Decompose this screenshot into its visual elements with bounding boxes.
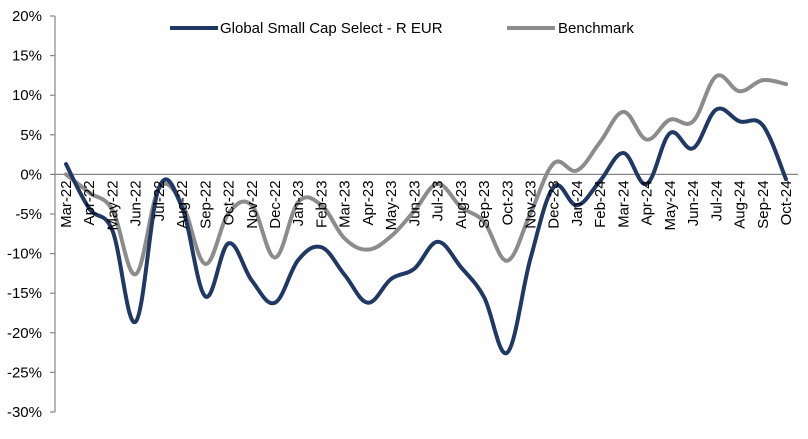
x-tick-label: May-23 [383,180,400,230]
x-tick-label: Jun-23 [406,180,423,226]
x-tick-label: Jun-22 [128,180,145,226]
x-tick-label: Apr-23 [360,180,377,225]
x-tick-label: Sep-22 [197,180,214,228]
x-tick-label: Mar-23 [337,180,354,228]
x-tick-label: Aug-23 [453,180,470,228]
y-tick-label: 5% [20,127,42,144]
legend-label-fund: Global Small Cap Select - R EUR [220,20,443,37]
x-tick-label: Jul-24 [708,180,725,221]
x-tick-label: Feb-23 [313,180,330,228]
x-tick-label: Dec-22 [267,180,284,228]
x-tick-label: Nov-23 [523,180,540,228]
x-axis-labels: Mar-22 Apr-22 May-22 Jun-22 Jul-22 Aug-22 Sep-… [58,180,795,230]
x-tick-label: Jan-24 [569,180,586,226]
x-tick-label: Mar-22 [58,180,75,228]
x-tick-label: Jul-22 [151,180,168,221]
y-tick-label: -5% [15,206,42,223]
x-tick-label: Mar-24 [615,180,632,228]
y-axis: 20% 15% 10% 5% 0% -5% -10% -15% -20% -25% -30% [7,8,56,421]
series-line-fund [64,106,788,356]
x-tick-label: Nov-22 [244,180,261,228]
y-tick-label: -15% [7,285,42,302]
y-tick-label: -10% [7,246,42,263]
y-tick-label: -20% [7,325,42,342]
y-tick-label: 15% [12,48,42,65]
y-tick-label: 10% [12,87,42,104]
x-tick-label: Sep-23 [476,180,493,228]
x-tick-label: Apr-22 [81,180,98,225]
x-tick-label: Jun-24 [685,180,702,226]
x-tick-label: Jan-23 [290,180,307,226]
y-tick-label: 20% [12,8,42,25]
x-tick-label: May-22 [104,180,121,230]
x-tick-label: Aug-22 [174,180,191,228]
x-tick-label: Oct-24 [778,180,795,225]
legend: Global Small Cap Select - R EUR Benchmar… [170,20,634,37]
x-tick-label: Oct-22 [221,180,238,225]
x-tick-label: Aug-24 [732,180,749,228]
y-tick-label: -25% [7,364,42,381]
x-tick-label: Oct-23 [499,180,516,225]
x-tick-label: Sep-24 [755,180,772,228]
x-tick-label: May-24 [662,180,679,230]
y-tick-label: -30% [7,404,42,421]
x-tick-label: Feb-24 [592,180,609,228]
x-tick-label: Apr-24 [639,180,656,225]
x-tick-label: Jul-23 [430,180,447,221]
series-group [64,73,788,356]
legend-label-benchmark: Benchmark [558,20,634,37]
x-tick-label: Dec-23 [546,180,563,228]
y-tick-label: 0% [20,166,42,183]
